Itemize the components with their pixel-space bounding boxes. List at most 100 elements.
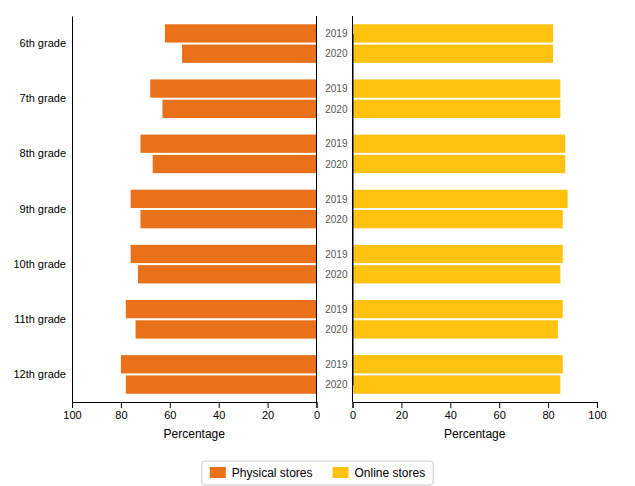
x-axis-line — [353, 403, 598, 409]
year-label: 2019 — [325, 138, 348, 149]
bar — [182, 45, 316, 63]
bar — [353, 100, 561, 118]
bar — [353, 355, 563, 373]
year-label: 2019 — [325, 359, 348, 370]
category-label: 10th grade — [13, 258, 66, 270]
category-label: 7th grade — [20, 92, 66, 104]
y-tick: 2019 — [325, 304, 352, 315]
bar — [140, 135, 316, 153]
year-label: 2020 — [325, 214, 348, 225]
y-tick: 2019 — [325, 194, 352, 205]
y-tick: 2020 — [325, 159, 352, 170]
y-tick: 2019 — [325, 359, 352, 370]
x-tick-label: 100 — [588, 409, 606, 421]
x-tick: 0 — [314, 402, 320, 421]
panel-0: 100806040200Percentage6th grade7th grade… — [13, 16, 320, 441]
bars — [353, 24, 568, 393]
x-tick: 20 — [262, 402, 274, 421]
x-tick: 80 — [115, 402, 127, 421]
y-tick: 6th grade — [20, 37, 72, 49]
panel-1: 0 20 40 60 80 100 Percentage 2019 2020 2019 2020 20… — [325, 16, 606, 441]
year-label: 2020 — [325, 48, 348, 59]
y-tick: 2019 — [325, 138, 352, 149]
year-label: 2019 — [325, 28, 348, 39]
year-label: 2020 — [325, 379, 348, 390]
category-label: 9th grade — [20, 203, 66, 215]
bar — [353, 300, 563, 318]
x-axis-line — [73, 403, 318, 409]
x-tick: 40 — [445, 402, 457, 421]
x-tick: 100 — [63, 402, 81, 421]
x-tick: 80 — [542, 402, 554, 421]
x-axis: 0 20 40 60 80 100 — [350, 402, 607, 421]
bar — [131, 190, 317, 208]
x-tick-mark — [170, 402, 171, 408]
y-tick: 2019 — [325, 249, 352, 260]
x-tick-mark — [401, 402, 402, 408]
y-tick: 7th grade — [20, 92, 72, 104]
y-tick: 2020 — [325, 324, 352, 335]
bar — [353, 190, 568, 208]
x-tick-mark — [219, 402, 220, 408]
year-label: 2020 — [325, 159, 348, 170]
category-label: 11th grade — [14, 313, 66, 325]
bar — [153, 155, 317, 173]
y-tick: 12th grade — [13, 368, 72, 380]
x-tick-label: 0 — [350, 409, 356, 421]
y-axis-line — [353, 34, 354, 385]
year-label: 2020 — [325, 324, 348, 335]
x-axis-label: Percentage — [444, 427, 506, 441]
x-tick-label: 40 — [445, 409, 457, 421]
legend-swatch — [333, 467, 349, 478]
x-tick-mark — [317, 402, 318, 408]
bars — [121, 24, 317, 393]
x-tick-mark — [72, 402, 73, 408]
y-tick: 2020 — [325, 269, 352, 280]
x-axis-label: Percentage — [164, 427, 226, 441]
bar — [150, 79, 316, 97]
bar — [136, 320, 317, 338]
year-label: 2020 — [325, 269, 348, 280]
x-tick-mark — [499, 402, 500, 408]
x-tick-mark — [597, 402, 598, 408]
year-label: 2019 — [325, 83, 348, 94]
bar — [353, 24, 553, 42]
bar — [140, 210, 316, 228]
bar — [162, 100, 316, 118]
chart-svg: 100 80 60 40 20 0 Percentage 6th grade 7th grade… — [0, 0, 635, 486]
bar — [353, 155, 566, 173]
x-tick: 60 — [494, 402, 506, 421]
legend-frame — [202, 461, 433, 485]
y-tick: 11th grade — [14, 313, 72, 325]
baseline — [316, 16, 317, 402]
y-tick: 2019 — [325, 28, 352, 39]
bar — [126, 375, 317, 393]
y-axis-categories: 6th grade 7th grade 8th grade 9th grade 10th… — [13, 17, 72, 403]
bar — [353, 245, 563, 263]
x-tick: 0 — [350, 402, 356, 421]
x-tick-label: 20 — [396, 409, 408, 421]
x-tick: 100 — [588, 402, 606, 421]
x-axis: 100806040200 — [63, 402, 320, 421]
y-tick: 2020 — [325, 104, 352, 115]
legend-label: Online stores — [355, 466, 426, 480]
x-tick-mark — [353, 402, 354, 408]
category-label: 6th grade — [20, 37, 66, 49]
chart-container: 100 80 60 40 20 0 Percentage 6th grade 7th grade… — [0, 0, 635, 486]
x-tick-label: 100 — [63, 409, 81, 421]
x-tick-label: 80 — [542, 409, 554, 421]
y-tick: 8th grade — [20, 147, 72, 159]
bar — [353, 375, 561, 393]
x-tick-label: 0 — [314, 409, 320, 421]
bar — [121, 355, 317, 373]
bar — [353, 135, 566, 153]
x-tick: 60 — [164, 402, 176, 421]
bar — [353, 45, 553, 63]
bar — [353, 79, 561, 97]
y-tick: 2019 — [325, 83, 352, 94]
y-tick: 2020 — [325, 214, 352, 225]
year-label: 2019 — [325, 249, 348, 260]
year-label: 2019 — [325, 304, 348, 315]
legend-item: Online stores — [333, 466, 426, 480]
x-tick-mark — [450, 402, 451, 408]
